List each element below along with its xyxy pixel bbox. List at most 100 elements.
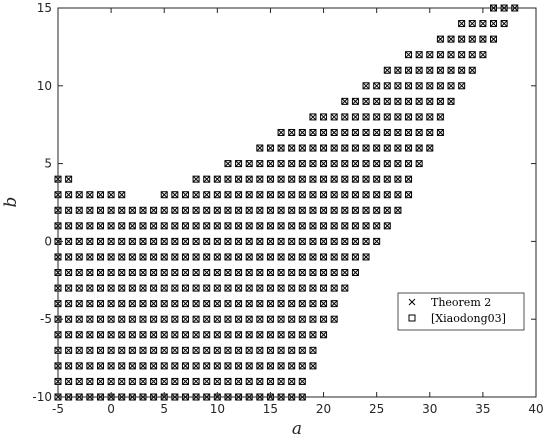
- x-marker-stroke: [118, 222, 126, 230]
- x-marker-stroke: [65, 253, 72, 261]
- square-marker: [96, 300, 104, 308]
- data-point: [65, 315, 73, 323]
- data-point: [351, 175, 359, 183]
- x-marker-stroke: [277, 175, 285, 183]
- x-marker-stroke: [288, 315, 296, 323]
- square-marker: [171, 377, 179, 385]
- x-marker-stroke: [224, 206, 232, 214]
- x-tick-label: 40: [528, 402, 543, 416]
- square-marker: [160, 377, 168, 385]
- square-marker: [405, 144, 413, 152]
- x-marker-stroke: [437, 113, 444, 121]
- data-point: [320, 113, 328, 121]
- data-point: [192, 315, 200, 323]
- data-point: [341, 97, 349, 105]
- x-marker-stroke: [107, 238, 115, 245]
- data-point: [118, 222, 126, 230]
- square-marker: [415, 66, 423, 74]
- square-marker: [436, 66, 444, 74]
- x-marker-stroke: [320, 191, 327, 199]
- data-point: [128, 300, 136, 308]
- data-point: [277, 331, 285, 339]
- x-marker-stroke: [86, 222, 94, 230]
- x-marker-stroke: [75, 378, 83, 385]
- square-marker: [96, 331, 104, 339]
- x-marker-stroke: [118, 206, 126, 214]
- x-marker-stroke: [203, 346, 211, 354]
- x-marker-stroke: [373, 82, 381, 90]
- data-point: [298, 222, 306, 230]
- x-marker-stroke: [203, 315, 211, 323]
- data-point: [309, 284, 317, 292]
- square-marker: [181, 284, 189, 292]
- x-marker-stroke: [405, 82, 412, 90]
- data-point: [107, 206, 115, 214]
- square-marker: [362, 97, 370, 105]
- x-marker-stroke: [415, 66, 423, 74]
- square-marker: [479, 35, 487, 43]
- square-marker: [192, 222, 200, 230]
- x-marker-stroke: [86, 206, 94, 214]
- data-point: [107, 315, 115, 323]
- square-marker: [107, 377, 115, 385]
- data-point: [266, 331, 274, 339]
- data-point: [171, 269, 179, 277]
- data-point: [160, 346, 168, 354]
- x-marker-stroke: [160, 362, 168, 370]
- square-marker: [426, 51, 434, 59]
- square-marker: [150, 284, 158, 292]
- data-point: [181, 253, 189, 261]
- square-marker: [181, 253, 189, 261]
- x-marker-stroke: [139, 378, 147, 385]
- data-point: [288, 284, 296, 292]
- square-marker: [288, 128, 296, 136]
- data-point: [362, 237, 370, 245]
- x-marker-stroke: [139, 238, 147, 245]
- x-marker-stroke: [235, 315, 242, 323]
- x-marker-stroke: [256, 144, 264, 152]
- x-marker-stroke: [107, 362, 115, 370]
- square-marker: [426, 144, 434, 152]
- x-marker-stroke: [341, 191, 349, 199]
- square-marker: [150, 237, 158, 245]
- data-point: [139, 269, 147, 277]
- data-point: [224, 237, 232, 245]
- data-point: [235, 222, 243, 230]
- x-marker-stroke: [160, 253, 168, 261]
- x-marker-stroke: [86, 300, 94, 307]
- x-marker-stroke: [65, 300, 72, 307]
- x-marker-stroke: [150, 362, 157, 370]
- data-point: [150, 362, 158, 370]
- data-point: [160, 206, 168, 214]
- data-point: [362, 113, 370, 121]
- data-point: [75, 269, 83, 277]
- data-point: [213, 331, 221, 339]
- x-marker-stroke: [458, 35, 465, 43]
- square-marker: [320, 113, 328, 121]
- data-point: [224, 160, 232, 168]
- data-point: [150, 315, 158, 323]
- square-marker: [203, 269, 211, 277]
- x-marker-stroke: [75, 346, 83, 354]
- data-point: [394, 206, 402, 214]
- data-point: [436, 35, 444, 43]
- data-point: [330, 269, 338, 277]
- x-marker-stroke: [394, 82, 402, 90]
- square-marker: [139, 300, 147, 308]
- data-point: [320, 128, 328, 136]
- square-marker: [415, 97, 423, 105]
- data-point: [150, 269, 158, 277]
- square-marker: [277, 206, 285, 214]
- data-point: [150, 237, 158, 245]
- square-marker: [235, 346, 243, 354]
- x-marker-stroke: [75, 300, 83, 307]
- square-marker: [181, 346, 189, 354]
- x-marker-stroke: [245, 284, 253, 292]
- data-point: [181, 377, 189, 385]
- data-point: [235, 237, 243, 245]
- square-marker: [277, 144, 285, 152]
- square-marker: [458, 20, 466, 28]
- data-point: [213, 175, 221, 183]
- x-marker-stroke: [118, 378, 126, 385]
- data-point: [86, 284, 94, 292]
